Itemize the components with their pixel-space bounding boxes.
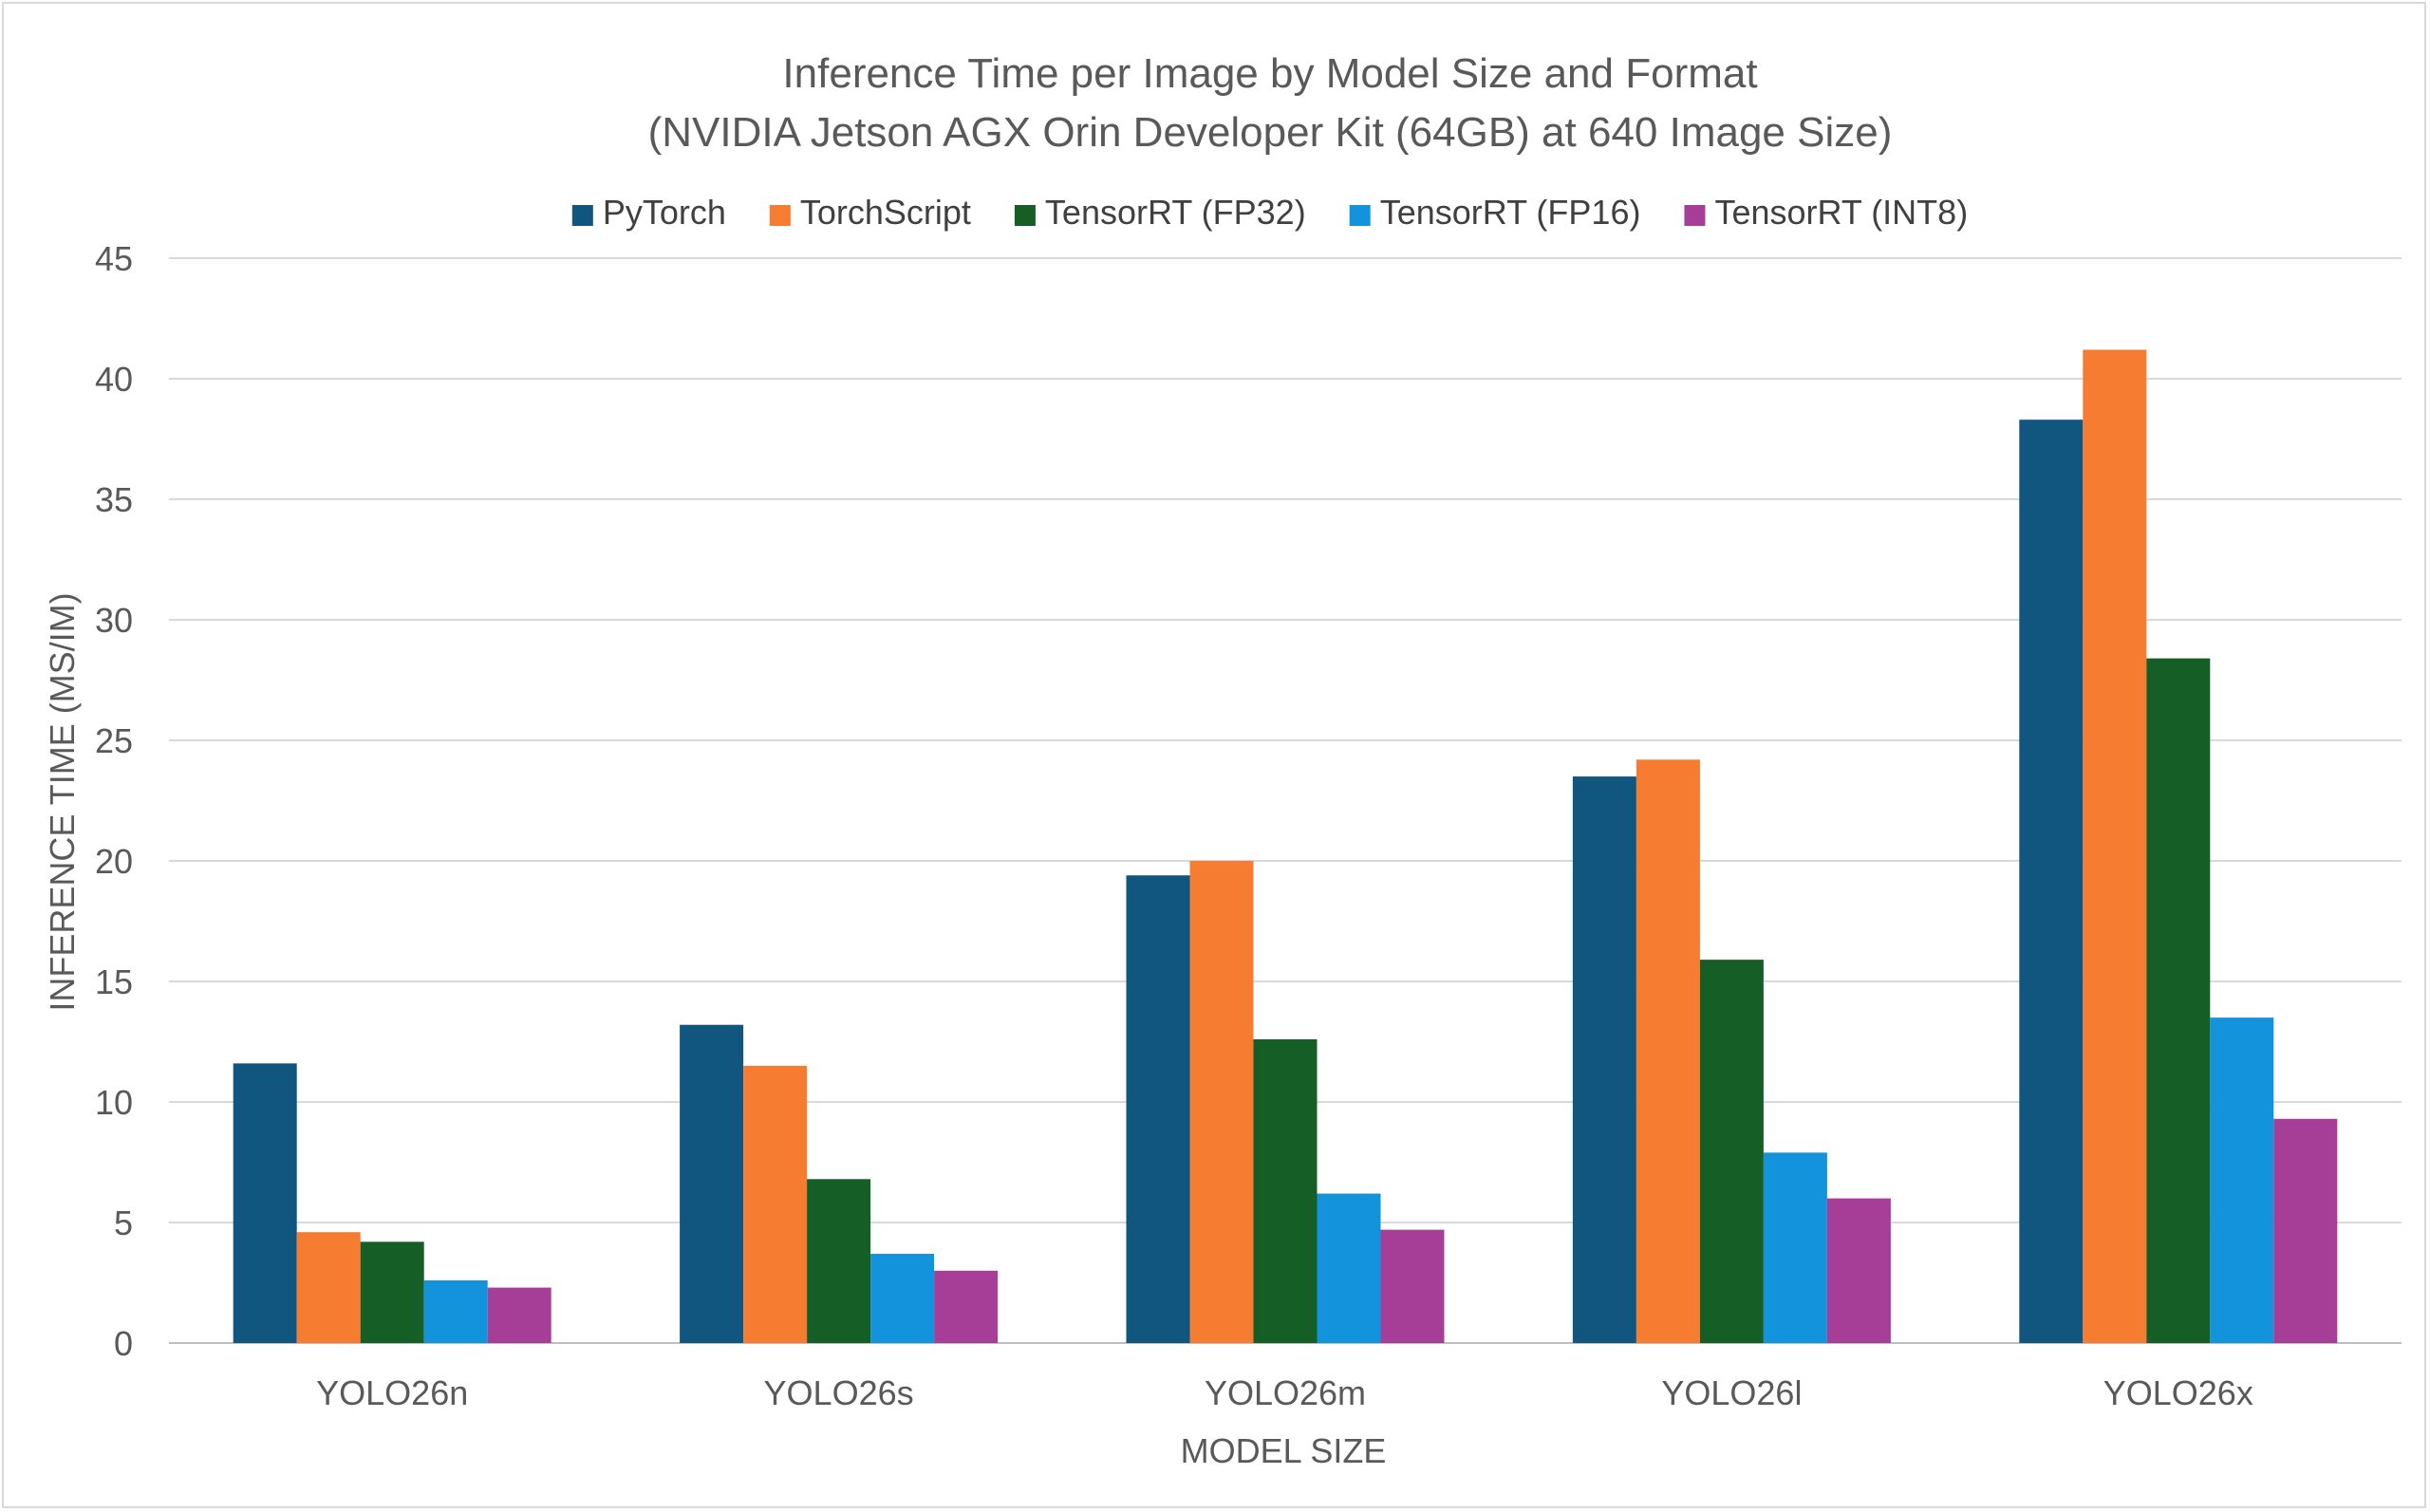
bar-tensorrt-fp32-yolo26x xyxy=(2146,658,2211,1343)
bar-pytorch-yolo26n xyxy=(233,1063,297,1343)
legend-item: TorchScript xyxy=(769,193,971,232)
chart-subtitle: (NVIDIA Jetson AGX Orin Developer Kit (6… xyxy=(648,109,1893,156)
y-axis-title: INFERENCE TIME (MS/IM) xyxy=(43,592,82,1011)
bar-torchscript-yolo26l xyxy=(1636,759,1700,1343)
bar-tensorrt-int8-yolo26n xyxy=(487,1287,551,1343)
bar-tensorrt-int8-yolo26x xyxy=(2273,1118,2338,1343)
y-tick-label: 20 xyxy=(95,842,133,881)
legend-label: PyTorch xyxy=(603,193,726,232)
bar-tensorrt-fp32-yolo26s xyxy=(807,1179,871,1343)
legend-item: TensorRT (FP16) xyxy=(1349,193,1641,232)
y-tick-label: 40 xyxy=(95,360,133,399)
bar-tensorrt-fp16-yolo26x xyxy=(2210,1017,2274,1343)
bar-tensorrt-fp16-yolo26n xyxy=(423,1279,488,1343)
bar-tensorrt-fp16-yolo26l xyxy=(1763,1152,1827,1343)
bar-tensorrt-fp16-yolo26m xyxy=(1317,1193,1381,1343)
y-tick-label: 35 xyxy=(95,480,133,519)
bar-torchscript-yolo26s xyxy=(743,1065,808,1343)
bar-torchscript-yolo26n xyxy=(296,1232,361,1343)
bar-tensorrt-fp32-yolo26n xyxy=(360,1241,424,1343)
bar-tensorrt-int8-yolo26m xyxy=(1380,1229,1445,1343)
y-tick-label: 15 xyxy=(95,962,133,1001)
y-tick-label: 30 xyxy=(95,601,133,640)
x-axis-ticks: YOLO26n YOLO26s YOLO26m YOLO26l YOLO26x xyxy=(316,1373,2253,1412)
chart-title: Inference Time per Image by Model Size a… xyxy=(782,50,1757,97)
legend-swatch xyxy=(571,205,593,226)
legend-swatch xyxy=(769,205,791,226)
bar-pytorch-yolo26l xyxy=(1572,776,1636,1343)
legend-label: TorchScript xyxy=(800,193,971,232)
y-tick-label: 45 xyxy=(95,239,133,278)
bars xyxy=(233,349,2338,1343)
bar-torchscript-yolo26m xyxy=(1189,861,1254,1343)
legend: PyTorch TorchScript TensorRT (FP32) TensorR… xyxy=(571,193,1968,232)
x-tick-label: YOLO26m xyxy=(1205,1373,1366,1412)
x-tick-label: YOLO26l xyxy=(1661,1373,1802,1412)
legend-item: PyTorch xyxy=(571,193,726,232)
x-axis-title: MODEL SIZE xyxy=(1181,1431,1387,1470)
bar-pytorch-yolo26m xyxy=(1126,875,1190,1343)
legend-item: TensorRT (FP32) xyxy=(1014,193,1306,232)
bar-tensorrt-fp32-yolo26l xyxy=(1699,960,1764,1343)
bar-torchscript-yolo26x xyxy=(2083,349,2147,1343)
bar-tensorrt-fp32-yolo26m xyxy=(1253,1038,1318,1343)
bar-tensorrt-fp16-yolo26s xyxy=(870,1254,935,1343)
legend-item: TensorRT (INT8) xyxy=(1684,193,1968,232)
bar-tensorrt-int8-yolo26l xyxy=(1826,1198,1891,1343)
legend-swatch xyxy=(1349,205,1371,226)
legend-swatch xyxy=(1014,205,1036,226)
x-tick-label: YOLO26n xyxy=(316,1373,468,1412)
bar-tensorrt-int8-yolo26s xyxy=(934,1270,999,1343)
y-tick-label: 5 xyxy=(114,1204,133,1242)
legend-label: TensorRT (INT8) xyxy=(1714,193,1968,232)
y-axis-ticks: 0 5 10 15 20 25 30 35 40 45 xyxy=(95,239,133,1363)
bar-pytorch-yolo26x xyxy=(2019,420,2084,1343)
bar-pytorch-yolo26s xyxy=(680,1024,744,1343)
legend-label: TensorRT (FP16) xyxy=(1380,193,1641,232)
y-tick-label: 25 xyxy=(95,721,133,760)
legend-swatch xyxy=(1684,205,1706,226)
y-tick-label: 10 xyxy=(95,1083,133,1122)
x-tick-label: YOLO26s xyxy=(764,1373,914,1412)
x-tick-label: YOLO26x xyxy=(2103,1373,2253,1412)
legend-label: TensorRT (FP32) xyxy=(1045,193,1306,232)
y-tick-label: 0 xyxy=(114,1324,133,1363)
